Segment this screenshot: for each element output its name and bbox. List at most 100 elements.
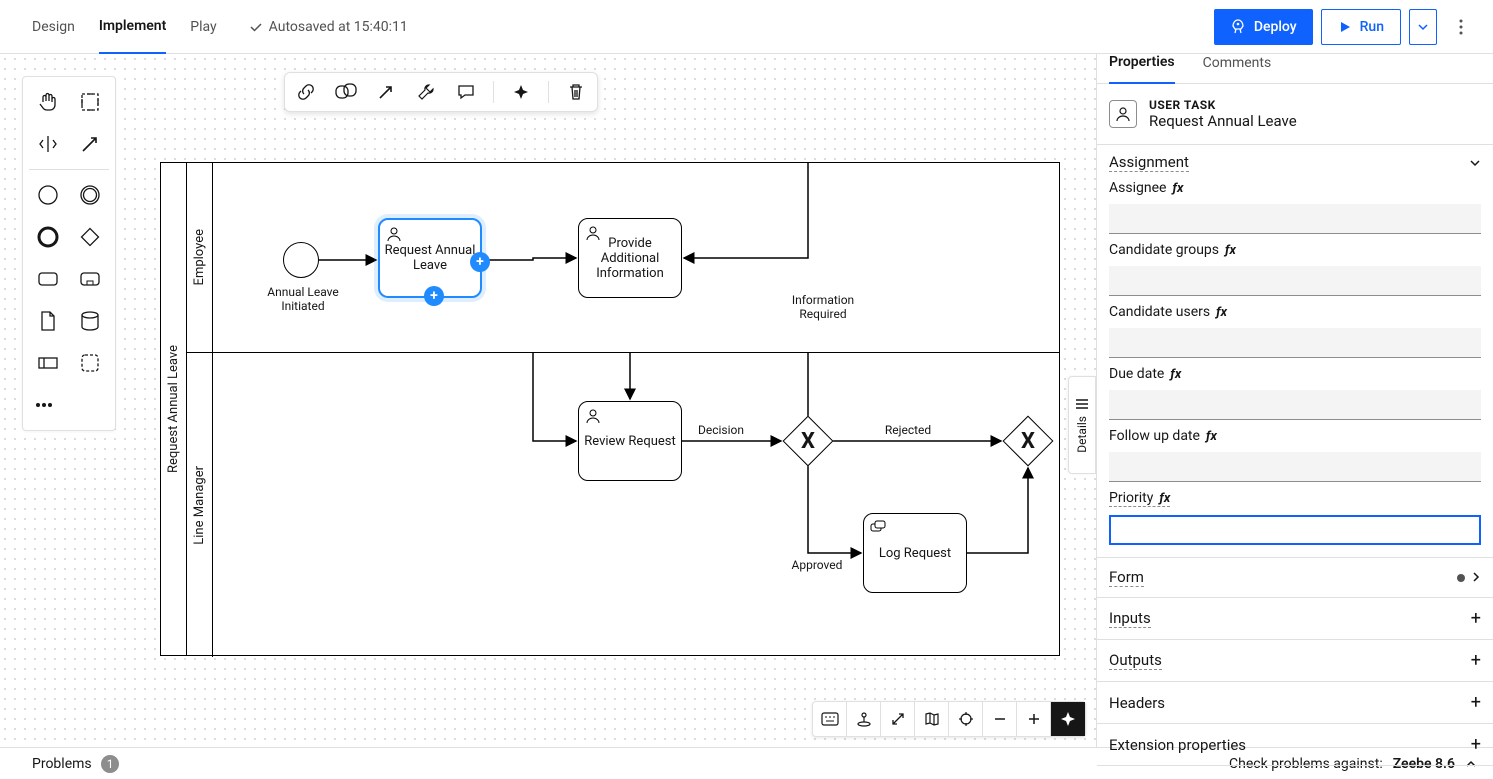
problems-button[interactable]: Problems 1 — [32, 755, 119, 773]
vc-zoom-in[interactable] — [1017, 702, 1051, 736]
ptab-properties[interactable]: Properties — [1109, 54, 1175, 84]
pool-tool[interactable] — [29, 344, 67, 382]
vc-expand[interactable] — [881, 702, 915, 736]
section-example-data[interactable]: Example data — [1097, 766, 1493, 779]
group-tool[interactable] — [71, 344, 109, 382]
vc-keyboard[interactable] — [813, 702, 847, 736]
hand-icon — [37, 91, 59, 113]
start-event-label: Annual Leave Initiated — [261, 285, 345, 313]
data-store-tool[interactable] — [71, 302, 109, 340]
chevron-right-icon — [1471, 572, 1481, 582]
field-label-candidate-groups: Candidate groups ƒx — [1109, 242, 1481, 258]
hand-tool[interactable] — [29, 83, 67, 121]
vc-minimap[interactable] — [915, 702, 949, 736]
diamond-icon — [78, 225, 102, 249]
follow-up-input[interactable] — [1109, 452, 1481, 482]
pad-comment[interactable] — [453, 79, 479, 105]
user-task-icon — [386, 226, 402, 242]
task-log-request[interactable]: Log Request — [863, 513, 967, 593]
add-handle-bottom[interactable]: + — [424, 286, 444, 306]
section-assignment-header[interactable]: Assignment — [1097, 145, 1493, 180]
topnav-actions: Deploy Run — [1214, 9, 1477, 45]
vc-3d[interactable] — [847, 702, 881, 736]
data-object-tool[interactable] — [29, 302, 67, 340]
bpmn-pool[interactable]: Request Annual Leave Employee — [160, 162, 1060, 656]
connect-tool[interactable] — [71, 125, 109, 163]
candidate-groups-input[interactable] — [1109, 266, 1481, 296]
ptab-comments[interactable]: Comments — [1203, 55, 1272, 83]
properties-tabs: Properties Comments — [1097, 54, 1493, 84]
plus-icon: + — [1471, 692, 1481, 713]
lane-label-employee: Employee — [187, 163, 213, 352]
lane-employee[interactable]: Employee Annual Leave Initiated — [187, 163, 1059, 353]
person-icon — [856, 711, 872, 727]
pool-icon — [36, 351, 60, 375]
vc-target[interactable] — [949, 702, 983, 736]
edge-label-info-required: Information Required — [783, 293, 863, 321]
start-event-tool[interactable] — [29, 176, 67, 214]
wrench-icon — [417, 83, 435, 101]
top-nav: Design Implement Play Autosaved at 15:40… — [0, 0, 1493, 54]
more-tools[interactable] — [29, 386, 67, 424]
task-tool[interactable] — [29, 260, 67, 298]
circle-thin-icon — [36, 183, 60, 207]
section-inputs[interactable]: Inputs + — [1097, 598, 1493, 640]
group-icon — [78, 351, 102, 375]
space-icon — [37, 133, 59, 155]
add-handle-right[interactable]: + — [470, 252, 490, 272]
chevron-down-icon — [1418, 22, 1428, 32]
section-form[interactable]: Form — [1097, 558, 1493, 598]
canvas[interactable]: Request Annual Leave Employee — [0, 54, 1096, 747]
field-label-candidate-users: Candidate users ƒx — [1109, 304, 1481, 320]
assignee-input[interactable] — [1109, 204, 1481, 234]
tab-play[interactable]: Play — [190, 0, 216, 54]
ellipsis-icon — [35, 402, 53, 408]
lane-line-manager[interactable]: Line Manager — [187, 353, 1059, 657]
section-outputs[interactable]: Outputs + — [1097, 640, 1493, 682]
section-extension-properties[interactable]: Extension properties + — [1097, 724, 1493, 766]
candidate-users-input[interactable] — [1109, 328, 1481, 358]
start-event[interactable] — [283, 242, 319, 278]
circle-thick-icon — [36, 225, 60, 249]
pad-annotation[interactable] — [333, 79, 359, 105]
subprocess-tool[interactable] — [71, 260, 109, 298]
task-review-request[interactable]: Review Request — [578, 401, 682, 481]
deploy-button[interactable]: Deploy — [1214, 9, 1313, 45]
space-tool[interactable] — [29, 125, 67, 163]
end-event-tool[interactable] — [29, 218, 67, 256]
pad-trash[interactable] — [563, 79, 589, 105]
intermediate-event-tool[interactable] — [71, 176, 109, 214]
due-date-input[interactable] — [1109, 390, 1481, 420]
pad-wrench[interactable] — [413, 79, 439, 105]
pad-arrow[interactable] — [373, 79, 399, 105]
tab-design[interactable]: Design — [32, 0, 75, 54]
gateway-merge[interactable]: X — [1003, 416, 1053, 466]
arrow-icon — [79, 133, 101, 155]
run-button[interactable]: Run — [1321, 9, 1401, 45]
details-tab-label: Details — [1075, 416, 1089, 453]
check-icon — [249, 20, 263, 34]
more-menu-button[interactable] — [1445, 11, 1477, 43]
viewport-controls — [812, 701, 1086, 737]
section-headers[interactable]: Headers + — [1097, 682, 1493, 724]
pad-link[interactable] — [293, 79, 319, 105]
priority-input[interactable] — [1109, 515, 1481, 545]
vc-ai[interactable] — [1051, 702, 1085, 736]
vc-zoom-out[interactable] — [983, 702, 1017, 736]
plus-icon: + — [1471, 608, 1481, 629]
link-icon — [296, 82, 316, 102]
run-dropdown-button[interactable] — [1409, 9, 1437, 45]
gateway-tool[interactable] — [71, 218, 109, 256]
lane-manager-content: Review Request Decision X Rejected X App… — [213, 353, 1059, 657]
tool-palette — [22, 76, 116, 431]
lasso-tool[interactable] — [71, 83, 109, 121]
autosave-status: Autosaved at 15:40:11 — [249, 19, 408, 35]
details-tab[interactable]: Details — [1068, 376, 1096, 474]
task-provide-info[interactable]: Provide Additional Information — [578, 218, 682, 298]
tab-implement[interactable]: Implement — [99, 0, 166, 54]
pad-ai[interactable] — [508, 79, 534, 105]
play-icon — [1338, 20, 1352, 34]
gateway-decision[interactable]: X — [783, 416, 833, 466]
task-request-annual-leave[interactable]: Request Annual Leave + + — [378, 218, 482, 298]
menu-icon — [1075, 398, 1089, 410]
